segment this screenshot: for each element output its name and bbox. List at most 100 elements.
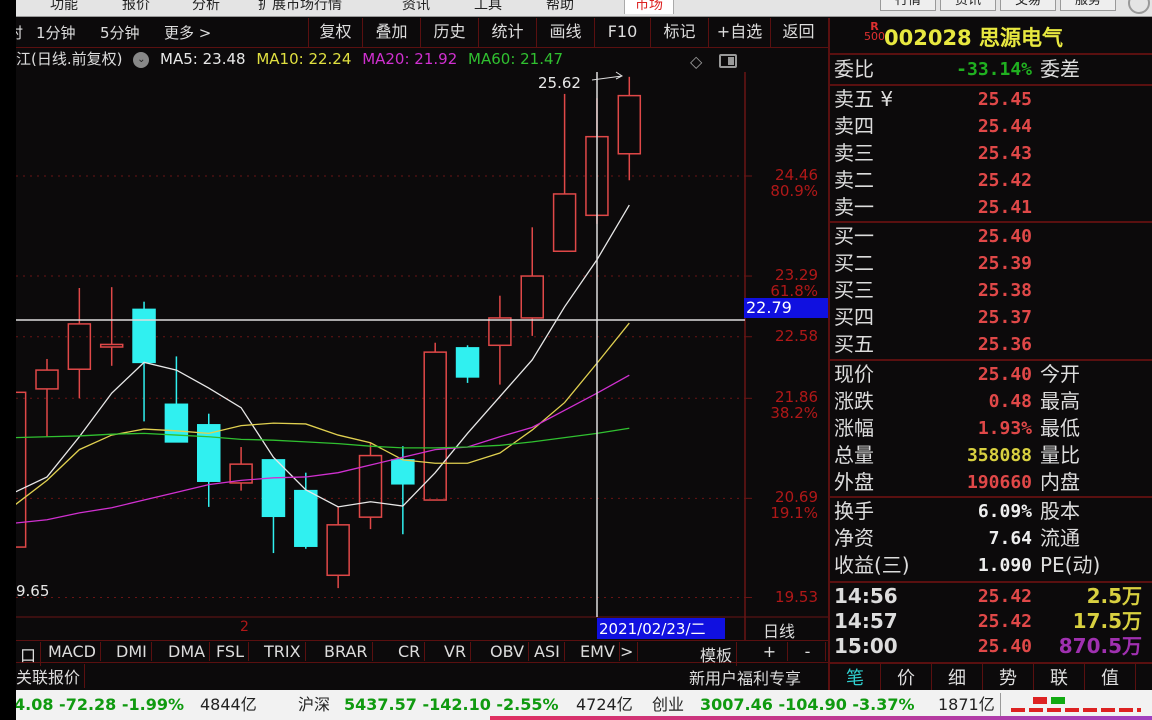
chevron-down-icon[interactable]: ⌄ bbox=[133, 51, 150, 68]
row-label: 换手 bbox=[834, 499, 874, 523]
menu-item[interactable]: 报价 bbox=[122, 0, 150, 13]
row-label: 卖五 ¥ bbox=[834, 87, 894, 111]
candlestick-chart[interactable] bbox=[0, 0, 828, 640]
more-periods[interactable]: 更多 > bbox=[164, 24, 212, 42]
index-3[interactable]: 3007.46 -104.90 -3.37% bbox=[700, 695, 915, 714]
candle[interactable] bbox=[391, 446, 415, 535]
related-quote-tab[interactable]: 关联报价 bbox=[16, 664, 86, 688]
candle[interactable] bbox=[326, 506, 350, 589]
indicator-tab[interactable]: BRAR bbox=[320, 642, 373, 661]
detail-tab[interactable]: 值 bbox=[1085, 664, 1136, 690]
menu-item[interactable]: 扩展市场行情 bbox=[258, 0, 342, 13]
candle[interactable] bbox=[294, 472, 318, 549]
candle[interactable] bbox=[520, 227, 544, 336]
detail-tab[interactable]: 主 bbox=[1136, 664, 1152, 690]
row-value: 1.93% bbox=[977, 418, 1032, 439]
detail-tab[interactable]: 价 bbox=[881, 664, 932, 690]
menu-item[interactable]: 帮助 bbox=[546, 0, 574, 13]
zoom-in-button[interactable]: + bbox=[752, 642, 788, 661]
row-label: 总量 bbox=[834, 443, 874, 467]
index-1[interactable]: 4.08 -72.28 -1.99% bbox=[14, 695, 185, 714]
panel-toggle-icon[interactable] bbox=[719, 54, 737, 68]
index-2-name[interactable]: 沪深 bbox=[298, 695, 331, 714]
template-button[interactable]: 模板 bbox=[696, 642, 738, 666]
indicator-tab[interactable]: EMV bbox=[576, 642, 620, 661]
row-label: 外盘 bbox=[834, 470, 874, 494]
indicator-tab[interactable]: VR bbox=[440, 642, 472, 661]
minimize-icon[interactable] bbox=[1128, 0, 1150, 14]
service-button[interactable]: 服务 bbox=[1060, 0, 1116, 11]
toolbar-button[interactable]: 统计 bbox=[478, 18, 536, 47]
row-label-2: 内盘 bbox=[1040, 470, 1080, 494]
market-tab[interactable]: 市场 bbox=[624, 0, 674, 14]
candle-body bbox=[455, 347, 480, 378]
toolbar-button[interactable]: 标记 bbox=[650, 18, 708, 47]
toolbar-button[interactable]: 复权 bbox=[308, 18, 362, 47]
zoom-out-button[interactable]: - bbox=[790, 642, 826, 661]
toolbar-button[interactable]: +自选 bbox=[708, 18, 770, 47]
toolbar-button[interactable]: 画线 bbox=[536, 18, 594, 47]
row-value: 1.090 bbox=[977, 555, 1032, 576]
candle[interactable] bbox=[358, 442, 383, 530]
candle[interactable] bbox=[99, 287, 124, 366]
indicator-tab[interactable]: ASI bbox=[530, 642, 565, 661]
row-value: 25.42 bbox=[977, 170, 1032, 191]
indicator-tab[interactable]: TRIX bbox=[260, 642, 306, 661]
quote-row: 总量 358088 量比 bbox=[832, 442, 1152, 469]
detail-tab[interactable]: 笔 bbox=[830, 664, 881, 690]
index-2[interactable]: 5437.57 -142.10 -2.55% bbox=[344, 695, 559, 714]
candle[interactable] bbox=[423, 342, 447, 501]
candle-body bbox=[197, 424, 221, 482]
indicator-tab[interactable]: DMI bbox=[112, 642, 152, 661]
candle[interactable] bbox=[164, 356, 189, 443]
divider bbox=[830, 359, 1152, 361]
index-3-name[interactable]: 创业 bbox=[652, 695, 685, 714]
quote-button[interactable]: 行情 bbox=[880, 0, 936, 11]
indicator-tab[interactable]: MACD bbox=[44, 642, 101, 661]
toolbar-button[interactable]: 历史 bbox=[420, 18, 478, 47]
candle[interactable] bbox=[488, 295, 512, 385]
toolbar-button[interactable]: F10 bbox=[594, 18, 650, 47]
indicator-tab[interactable]: FSL bbox=[212, 642, 249, 661]
menu-item[interactable]: 分析 bbox=[192, 0, 220, 13]
menu-item[interactable]: 工具 bbox=[474, 0, 502, 13]
candle[interactable] bbox=[261, 459, 286, 554]
period-label[interactable]: 日线 bbox=[763, 622, 796, 641]
trade-button[interactable]: 交易 bbox=[1000, 0, 1056, 11]
promo-link[interactable]: 新用户福利专享 bbox=[689, 669, 802, 688]
period-1min[interactable]: 1分钟 bbox=[36, 24, 76, 42]
indicator-tab[interactable]: 口 bbox=[16, 642, 42, 666]
candle[interactable] bbox=[67, 288, 92, 399]
quote-row: 外盘 190660 内盘 bbox=[832, 469, 1152, 496]
indicator-tab[interactable]: OBV bbox=[486, 642, 530, 661]
toolbar-button[interactable]: 返回 bbox=[770, 18, 826, 47]
diamond-icon[interactable]: ◇ bbox=[690, 52, 703, 71]
fundamental-row: 换手 6.09% 股本 bbox=[832, 498, 1152, 525]
market-breadth-icon bbox=[1000, 693, 1150, 717]
indicator-tab[interactable]: CR bbox=[394, 642, 426, 661]
candle[interactable] bbox=[35, 358, 59, 437]
detail-tab[interactable]: 细 bbox=[932, 664, 983, 690]
row-label: 现价 bbox=[834, 362, 874, 386]
row-label-2: PE(动) bbox=[1040, 553, 1101, 577]
candle-body bbox=[261, 459, 286, 518]
y-tick-pct: 19.1% bbox=[770, 504, 818, 523]
period-5min[interactable]: 5分钟 bbox=[100, 24, 140, 42]
candle-body bbox=[520, 275, 544, 319]
divider bbox=[830, 496, 1152, 498]
candle[interactable] bbox=[197, 413, 221, 507]
quote-row: 现价 25.40 今开 bbox=[832, 361, 1152, 388]
candle[interactable] bbox=[229, 447, 253, 491]
indicator-tab[interactable]: DMA bbox=[164, 642, 211, 661]
candle[interactable] bbox=[617, 76, 642, 181]
candle[interactable] bbox=[455, 345, 480, 383]
toolbar-button[interactable]: 叠加 bbox=[362, 18, 420, 47]
detail-tab[interactable]: 势 bbox=[983, 664, 1034, 690]
crosshair-price-label: 22.79 bbox=[744, 298, 828, 318]
news-button[interactable]: 资讯 bbox=[940, 0, 996, 11]
candle[interactable] bbox=[552, 93, 577, 252]
menu-item[interactable]: 资讯 bbox=[402, 0, 430, 13]
detail-tab[interactable]: 联 bbox=[1034, 664, 1085, 690]
indicator-tab[interactable]: > bbox=[616, 642, 639, 661]
menu-item[interactable]: 功能 bbox=[50, 0, 78, 13]
